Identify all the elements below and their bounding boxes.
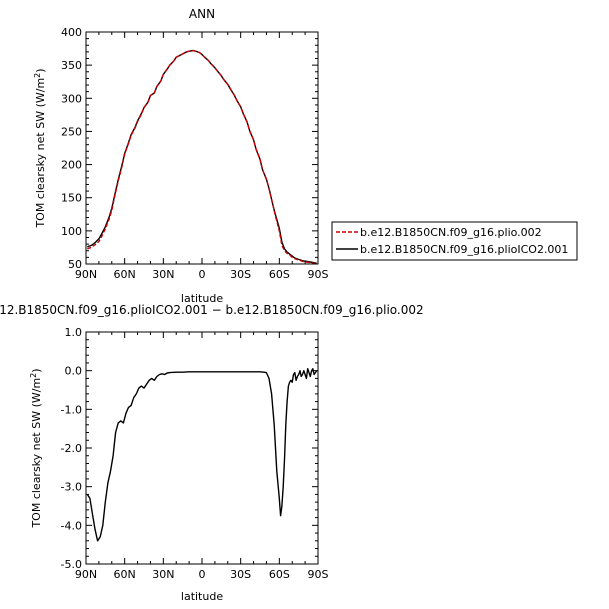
- legend-label-series-1: b.e12.B1850CN.f09_g16.plioICO2.001: [360, 243, 568, 256]
- bottom-y-tick-label-5: -4.0: [61, 519, 82, 532]
- top-y-tick-label-7: 400: [61, 26, 82, 39]
- bottom-x-tick-label-4: 30S: [230, 568, 251, 581]
- top-x-tick-label-3: 0: [199, 268, 206, 281]
- top-x-tick-label-2: 30N: [152, 268, 174, 281]
- top-panel: ANN 90N 60N 30N 0 30S 60S 90S 50 100 150 200 250 300…: [33, 7, 329, 305]
- top-x-tick-label-4: 30S: [230, 268, 251, 281]
- bottom-y-tick-label-2: -1.0: [61, 403, 82, 416]
- top-y-tick-label-0: 50: [68, 258, 82, 271]
- bottom-y-tick-label-3: -2.0: [61, 442, 82, 455]
- top-y-tick-label-3: 200: [61, 159, 82, 172]
- top-x-tick-label-1: 60N: [114, 268, 136, 281]
- bottom-x-tick-label-5: 60S: [269, 568, 290, 581]
- top-y-tick-label-4: 250: [61, 125, 82, 138]
- bottom-x-tick-label-3: 0: [199, 568, 206, 581]
- bottom-chart-title: b.e12.B1850CN.f09_g16.plioICO2.001 − b.e…: [0, 303, 424, 317]
- bottom-series-group: [86, 368, 318, 542]
- top-series-group: [87, 49, 317, 265]
- top-ticks: 90N 60N 30N 0 30S 60S 90S 50 100 150 200 250 300 350 4…: [61, 26, 329, 281]
- top-x-tick-label-5: 60S: [269, 268, 290, 281]
- bottom-y-tick-label-4: -3.0: [61, 481, 82, 494]
- bottom-series-line-0: [86, 368, 318, 542]
- bottom-x-tick-label-0: 90N: [75, 568, 97, 581]
- top-series-line-0: [87, 49, 317, 265]
- legend: b.e12.B1850CN.f09_g16.plio.002 b.e12.B18…: [331, 221, 578, 261]
- bottom-x-tick-label-6: 90S: [308, 568, 329, 581]
- top-y-tick-label-5: 300: [61, 92, 82, 105]
- top-x-tick-label-6: 90S: [308, 268, 329, 281]
- top-y-axis-label: TOM clearsky net SW (W/m2): [33, 68, 47, 228]
- legend-box: [331, 221, 578, 261]
- bottom-y-tick-label-1: 0.0: [65, 365, 83, 378]
- bottom-plot-frame: [85, 331, 319, 565]
- top-y-tick-label-1: 100: [61, 225, 82, 238]
- top-y-tick-label-2: 150: [61, 192, 82, 205]
- bottom-y-tick-label-6: -5.0: [61, 558, 82, 571]
- top-series-line-1: [87, 49, 317, 264]
- top-x-axis-label: latitude: [181, 292, 223, 305]
- bottom-y-tick-label-0: 1.0: [65, 326, 83, 339]
- bottom-y-axis-label: TOM clearsky net SW (W/m2): [29, 368, 43, 528]
- top-chart-title: ANN: [189, 7, 215, 21]
- bottom-x-tick-label-2: 30N: [152, 568, 174, 581]
- top-x-tick-label-0: 90N: [75, 268, 97, 281]
- legend-label-series-0: b.e12.B1850CN.f09_g16.plio.002: [360, 226, 542, 239]
- bottom-panel: b.e12.B1850CN.f09_g16.plioICO2.001 − b.e…: [0, 303, 424, 603]
- bottom-x-axis-label: latitude: [181, 590, 223, 603]
- top-y-tick-label-6: 350: [61, 59, 82, 72]
- bottom-x-tick-label-1: 60N: [114, 568, 136, 581]
- top-plot-frame: [85, 31, 319, 265]
- bottom-ticks: 90N 60N 30N 0 30S 60S 90S 1.0 0.0 -1.0 -2.0 -3.0 -4.…: [61, 326, 329, 581]
